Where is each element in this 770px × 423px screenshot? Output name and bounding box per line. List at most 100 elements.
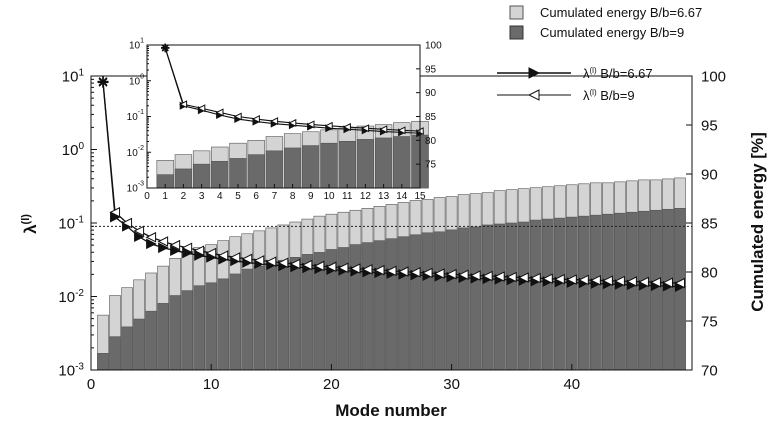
main-plot-marker	[409, 267, 421, 278]
main-plot-marker	[470, 270, 481, 281]
main-plot-marker	[542, 273, 553, 284]
main-plot-marker	[397, 266, 409, 277]
main-plot-marker	[373, 264, 385, 276]
y-right-tick-label: 80	[425, 136, 437, 147]
main-plot-marker	[590, 275, 601, 286]
main-plot-bar	[193, 285, 206, 371]
main-plot-bar	[109, 336, 121, 371]
inset-plot-bar	[247, 154, 265, 189]
x-tick-label: 4	[217, 191, 223, 202]
y-left-tick-label: 101	[129, 38, 144, 52]
y-left-tick-label: 10-2	[127, 145, 144, 159]
main-plot-marker	[289, 258, 301, 270]
legend-label-9-main: λ	[583, 88, 590, 103]
main-plot-marker	[674, 277, 685, 289]
y-left-tick-label-base: 10	[58, 289, 75, 306]
main-plot-marker	[134, 231, 145, 243]
main-plot-bar	[289, 256, 302, 371]
inset-plot-marker-stroke	[161, 44, 169, 52]
x-axis-title: Mode number	[335, 401, 447, 420]
main-plot-marker	[614, 275, 625, 287]
y-left-tick-label-base: 10	[129, 76, 141, 87]
main-plot-bar	[457, 227, 470, 371]
inset-plot-bar	[302, 145, 320, 189]
inset-plot-bar	[393, 136, 411, 189]
main-plot-marker	[181, 242, 193, 254]
inset-plot-bar	[229, 158, 247, 189]
y-right-tick-label: 70	[701, 362, 718, 379]
main-plot-bar	[565, 216, 578, 371]
y-left-tick-label-exp: 0	[140, 73, 144, 80]
main-plot-bar	[445, 229, 458, 371]
main-plot-bar	[121, 326, 133, 371]
main-plot-marker	[349, 263, 361, 274]
main-plot-bar	[205, 282, 218, 371]
x-tick-label: 7	[272, 191, 278, 202]
x-tick-label: 10	[323, 191, 335, 202]
main-plot-bar	[602, 213, 614, 371]
y-left-tick-label-base: 10	[58, 215, 75, 232]
main-plot-bar	[409, 234, 422, 371]
legend-marker-6-67	[528, 67, 541, 79]
y-left-tick-label: 100	[62, 141, 85, 159]
main-plot-marker	[337, 262, 349, 274]
main-plot-bar	[614, 212, 626, 371]
inset-plot-marker	[179, 100, 188, 109]
main-plot-bar	[577, 215, 590, 371]
y-left-tick-label-exp: -1	[75, 214, 84, 225]
x-tick-label: 14	[396, 191, 408, 202]
main-plot-bar	[169, 295, 181, 371]
y-left-tick-label: 10-1	[127, 109, 144, 123]
legend-label-6-67-main: λ	[583, 66, 590, 81]
x-tick-label: 6	[253, 191, 259, 202]
y-left-tick-label: 101	[62, 67, 85, 85]
x-tick-label: 0	[87, 376, 95, 393]
main-plot-marker	[433, 268, 445, 279]
main-plot-marker	[193, 245, 205, 257]
y-left-tick-label-base: 10	[127, 148, 139, 159]
main-plot-bar	[421, 232, 434, 371]
y-left-tick-label: 10-3	[58, 361, 84, 379]
main-plot-marker	[229, 252, 241, 263]
y-left-tick-label-exp: -1	[138, 109, 144, 116]
inset-plot-marker	[251, 115, 260, 124]
main-plot-marker	[662, 277, 673, 289]
legend-label-6-67-line: λ(l) B/b=6.67	[583, 66, 653, 81]
main-plot-marker	[458, 269, 469, 281]
y-right-tick-label: 90	[425, 88, 437, 99]
x-tick-label: 40	[563, 376, 580, 393]
main-plot-marker	[638, 276, 649, 288]
y-left-tick-label-exp: 0	[78, 141, 84, 152]
y-left-tick-label: 10-3	[127, 181, 144, 195]
main-plot-bar	[433, 231, 446, 371]
main-plot-marker	[158, 242, 169, 254]
inset-plot-bar	[211, 161, 229, 189]
inset-plot-plot-area	[147, 45, 420, 188]
x-tick-label: 11	[342, 191, 353, 202]
y-left-tick-label: 100	[129, 73, 144, 87]
main-plot-marker	[506, 271, 517, 283]
legend-label-6-67-rest: B/b=6.67	[597, 66, 653, 81]
x-tick-label: 30	[443, 376, 460, 393]
x-tick-label: 1	[162, 191, 168, 202]
main-plot-marker	[169, 239, 181, 251]
main-plot-marker	[566, 274, 577, 285]
inset-plot-bar	[283, 147, 302, 189]
main-plot-bar	[157, 303, 169, 371]
main-plot-marker	[313, 260, 325, 272]
main-plot-bar	[229, 273, 242, 371]
legend-label-6-67-bar: Cumulated energy B/b=6.67	[540, 5, 702, 20]
inset-plot-marker	[233, 112, 242, 121]
main-plot-bar	[133, 318, 145, 371]
legend: Cumulated energy B/b=6.67 Cumulated energ…	[497, 5, 702, 103]
inset-plot-bar	[338, 140, 356, 189]
main-plot-bar	[361, 242, 374, 371]
main-plot-bar	[265, 262, 278, 371]
main-plot-bar	[97, 353, 109, 371]
main-plot-bar	[541, 218, 554, 371]
inset-plot-marker	[161, 43, 170, 52]
y-right-tick-label: 100	[425, 41, 442, 52]
x-tick-label: 15	[414, 191, 426, 202]
main-plot-marker	[602, 275, 613, 287]
y-left-axis-title-sup: (l)	[20, 214, 32, 225]
